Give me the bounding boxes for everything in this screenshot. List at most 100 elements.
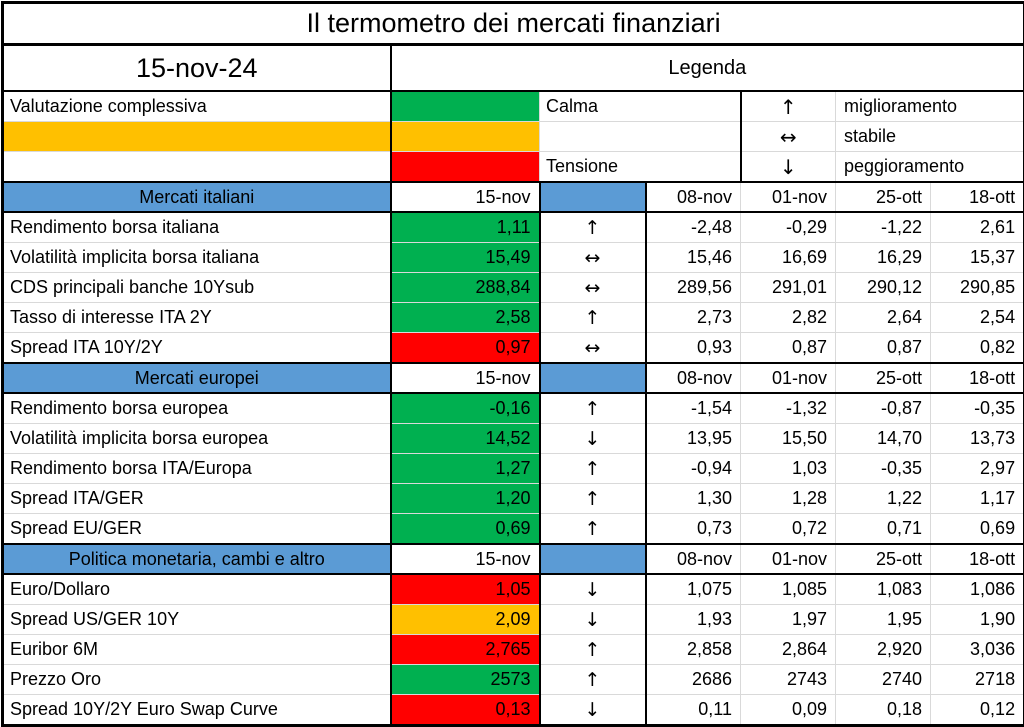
history-value-cell: 1,28 (741, 484, 836, 514)
history-value-cell: -1,54 (646, 393, 741, 424)
trend-arrow-icon: ↓ (540, 605, 646, 635)
current-value-cell: 0,13 (391, 695, 540, 726)
history-value-cell: 1,083 (836, 574, 931, 605)
history-value-cell: 2,54 (931, 303, 1024, 333)
down-arrow-icon: ↓ (741, 152, 836, 183)
overall-assessment-label: Valutazione complessiva (3, 91, 391, 122)
row-label: Rendimento borsa italiana (3, 212, 391, 243)
history-value-cell: 0,72 (741, 514, 836, 545)
current-value-cell: 14,52 (391, 424, 540, 454)
history-value-cell: 1,03 (741, 454, 836, 484)
column-header-history: 01-nov (741, 363, 836, 393)
current-value-cell: 288,84 (391, 273, 540, 303)
history-value-cell: 0,12 (931, 695, 1024, 726)
trend-arrow-icon: ↑ (540, 303, 646, 333)
history-value-cell: 290,12 (836, 273, 931, 303)
row-label: Spread ITA 10Y/2Y (3, 333, 391, 364)
history-value-cell: 290,85 (931, 273, 1024, 303)
history-value-cell: 0,18 (836, 695, 931, 726)
column-header-trend (540, 544, 646, 574)
history-value-cell: 2,64 (836, 303, 931, 333)
history-value-cell: 13,95 (646, 424, 741, 454)
row-label: Spread EU/GER (3, 514, 391, 545)
table-row: Volatilità implicita borsa europea 14,52… (3, 424, 1024, 454)
table-row: Spread ITA 10Y/2Y 0,97 ↔ 0,93 0,87 0,87 … (3, 333, 1024, 364)
history-value-cell: 2,61 (931, 212, 1024, 243)
column-header-history: 18-ott (931, 363, 1024, 393)
history-value-cell: 2,82 (741, 303, 836, 333)
trend-arrow-icon: ↑ (540, 484, 646, 514)
up-arrow-icon: ↑ (741, 91, 836, 122)
column-header-history: 18-ott (931, 544, 1024, 574)
legend-title: Legenda (391, 45, 1024, 92)
history-value-cell: 0,93 (646, 333, 741, 364)
trend-arrow-icon: ↑ (540, 212, 646, 243)
table-row: Volatilità implicita borsa italiana 15,4… (3, 243, 1024, 273)
table-row: Spread ITA/GER 1,20 ↑ 1,30 1,28 1,22 1,1… (3, 484, 1024, 514)
column-header-history: 08-nov (646, 182, 741, 212)
trend-arrow-icon: ↑ (540, 665, 646, 695)
title-row: Il termometro dei mercati finanziari (3, 3, 1024, 45)
table-row: Euribor 6M 2,765 ↑ 2,858 2,864 2,920 3,0… (3, 635, 1024, 665)
table-row: Spread EU/GER 0,69 ↑ 0,73 0,72 0,71 0,69 (3, 514, 1024, 545)
legend-row-tensione: Tensione ↓ peggioramento (3, 152, 1024, 183)
legend-row-middle: ↔ stabile (3, 122, 1024, 152)
trend-arrow-icon: ↑ (540, 635, 646, 665)
table-row: Spread US/GER 10Y 2,09 ↓ 1,93 1,97 1,95 … (3, 605, 1024, 635)
row-label: Euro/Dollaro (3, 574, 391, 605)
section-header-mercati-europei: Mercati europei 15-nov 08-nov 01-nov 25-… (3, 363, 1024, 393)
trend-arrow-icon: ↓ (540, 574, 646, 605)
current-value-cell: 2573 (391, 665, 540, 695)
history-value-cell: 2743 (741, 665, 836, 695)
history-value-cell: 0,09 (741, 695, 836, 726)
section-header-politica-monetaria: Politica monetaria, cambi e altro 15-nov… (3, 544, 1024, 574)
history-value-cell: -1,22 (836, 212, 931, 243)
history-value-cell: 2686 (646, 665, 741, 695)
current-value-cell: 1,27 (391, 454, 540, 484)
legend-meaning-miglioramento: miglioramento (836, 91, 1024, 122)
history-value-cell: 1,95 (836, 605, 931, 635)
history-value-cell: 0,87 (836, 333, 931, 364)
table-row: Tasso di interesse ITA 2Y 2,58 ↑ 2,73 2,… (3, 303, 1024, 333)
current-value-cell: 15,49 (391, 243, 540, 273)
row-label: Spread 10Y/2Y Euro Swap Curve (3, 695, 391, 726)
trend-arrow-icon: ↑ (540, 393, 646, 424)
history-value-cell: 0,87 (741, 333, 836, 364)
current-value-cell: -0,16 (391, 393, 540, 424)
history-value-cell: -2,48 (646, 212, 741, 243)
section-name: Politica monetaria, cambi e altro (3, 544, 391, 574)
history-value-cell: 289,56 (646, 273, 741, 303)
row-label: Spread ITA/GER (3, 484, 391, 514)
history-value-cell: 1,075 (646, 574, 741, 605)
subheader-row: 15-nov-24 Legenda (3, 45, 1024, 92)
row-label: Prezzo Oro (3, 665, 391, 695)
column-header-history: 18-ott (931, 182, 1024, 212)
legend-label-calma: Calma (540, 91, 741, 122)
table-row: Spread 10Y/2Y Euro Swap Curve 0,13 ↓ 0,1… (3, 695, 1024, 726)
row-label: Rendimento borsa europea (3, 393, 391, 424)
history-value-cell: 2,864 (741, 635, 836, 665)
history-value-cell: 13,73 (931, 424, 1024, 454)
history-value-cell: 15,46 (646, 243, 741, 273)
column-header-current: 15-nov (391, 182, 540, 212)
history-value-cell: 0,11 (646, 695, 741, 726)
history-value-cell: 15,50 (741, 424, 836, 454)
table-row: Rendimento borsa ITA/Europa 1,27 ↑ -0,94… (3, 454, 1024, 484)
calma-swatch (391, 91, 540, 122)
current-value-cell: 1,20 (391, 484, 540, 514)
section-name: Mercati italiani (3, 182, 391, 212)
current-value-cell: 2,09 (391, 605, 540, 635)
history-value-cell: 0,82 (931, 333, 1024, 364)
trend-arrow-icon: ↓ (540, 424, 646, 454)
table-row: Prezzo Oro 2573 ↑ 2686 2743 2740 2718 (3, 665, 1024, 695)
column-header-history: 25-ott (836, 182, 931, 212)
column-header-trend (540, 363, 646, 393)
overall-assessment-band (3, 122, 391, 152)
column-header-history: 01-nov (741, 544, 836, 574)
history-value-cell: 0,73 (646, 514, 741, 545)
table-row: CDS principali banche 10Ysub 288,84 ↔ 28… (3, 273, 1024, 303)
history-value-cell: 0,69 (931, 514, 1024, 545)
history-value-cell: 2,858 (646, 635, 741, 665)
row-label: Tasso di interesse ITA 2Y (3, 303, 391, 333)
